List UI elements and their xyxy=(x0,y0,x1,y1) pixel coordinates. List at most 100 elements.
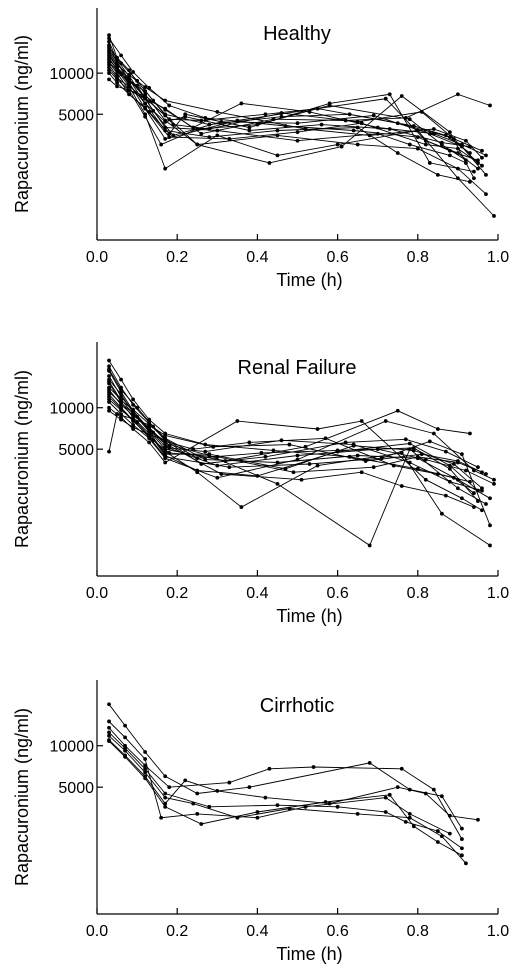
data-point xyxy=(143,101,148,106)
y-tick-label: 10000 xyxy=(50,739,95,756)
data-point xyxy=(227,465,232,470)
data-point xyxy=(107,449,111,454)
series-16 xyxy=(107,60,488,177)
data-point xyxy=(107,77,111,82)
data-point xyxy=(239,505,244,509)
data-point xyxy=(143,770,148,775)
data-point xyxy=(167,103,172,108)
data-point xyxy=(151,438,156,443)
data-point xyxy=(151,98,156,103)
data-point xyxy=(143,85,148,90)
data-point xyxy=(115,71,119,76)
data-point xyxy=(171,133,176,138)
data-point xyxy=(447,153,452,158)
data-point xyxy=(203,116,208,120)
data-point xyxy=(215,110,220,114)
y-axis-label: Rapacuronium (ng/ml) xyxy=(12,708,32,886)
series-line xyxy=(108,396,491,546)
data-point xyxy=(227,137,232,141)
data-point xyxy=(163,795,168,800)
data-point xyxy=(115,77,119,82)
data-point xyxy=(219,119,224,124)
data-point xyxy=(476,465,480,470)
series-2 xyxy=(107,725,464,841)
panel-title: Healthy xyxy=(263,23,331,45)
series-17 xyxy=(107,390,484,493)
data-point xyxy=(279,111,284,115)
data-point xyxy=(399,766,404,771)
data-point xyxy=(107,730,111,735)
data-point xyxy=(267,161,272,165)
data-point xyxy=(275,803,280,808)
data-point xyxy=(327,801,332,806)
data-point xyxy=(399,484,404,488)
data-point xyxy=(484,472,488,476)
data-point xyxy=(135,78,140,83)
data-point xyxy=(423,477,428,482)
data-point xyxy=(460,496,464,501)
data-point xyxy=(235,419,240,423)
data-point xyxy=(123,748,127,753)
data-point xyxy=(303,127,308,131)
series-line xyxy=(108,59,470,148)
series-line xyxy=(108,704,463,829)
data-point xyxy=(443,133,448,138)
series-line xyxy=(108,394,491,526)
data-point xyxy=(447,831,452,836)
x-axis-label: Time (h) xyxy=(276,270,342,290)
series-line xyxy=(108,79,491,135)
series-line xyxy=(108,55,475,179)
data-point xyxy=(279,438,284,443)
data-point xyxy=(107,53,111,58)
data-point xyxy=(431,127,436,131)
series-11 xyxy=(107,77,492,136)
data-point xyxy=(107,390,111,394)
data-point xyxy=(359,419,364,423)
data-point xyxy=(107,65,111,70)
data-point xyxy=(283,466,288,471)
data-point xyxy=(247,128,252,133)
series-15 xyxy=(107,45,480,165)
x-axis-label: Time (h) xyxy=(276,606,342,626)
data-point xyxy=(484,502,488,506)
data-point xyxy=(107,408,111,413)
data-point xyxy=(488,496,492,501)
data-point xyxy=(355,142,360,147)
data-point xyxy=(227,780,232,785)
data-point xyxy=(484,153,488,158)
data-point xyxy=(439,140,444,145)
panel-1: 0.0 0.2 0.4 0.6 0.8 1.0 10000 5000 Renal Failure… xyxy=(12,342,509,626)
data-point xyxy=(480,155,484,160)
data-point xyxy=(315,427,320,431)
series-14 xyxy=(107,379,480,503)
data-point xyxy=(460,144,464,149)
series-line xyxy=(108,727,463,840)
data-point xyxy=(131,70,135,74)
data-point xyxy=(476,158,480,163)
data-point xyxy=(143,757,148,761)
series-line xyxy=(108,740,463,856)
x-tick-label: 0.6 xyxy=(326,585,348,602)
data-point xyxy=(163,801,168,806)
y-axis-label: Rapacuronium (ng/ml) xyxy=(12,35,32,213)
panel-0: 0.0 0.2 0.4 0.6 0.8 1.0 10000 5000 Healthy Time (… xyxy=(12,8,509,290)
series-line xyxy=(108,46,479,164)
data-point xyxy=(488,543,492,548)
data-point xyxy=(107,367,111,372)
data-point xyxy=(163,804,168,809)
data-point xyxy=(151,430,156,435)
x-tick-label: 0.0 xyxy=(86,585,108,602)
data-point xyxy=(151,108,156,113)
data-point xyxy=(259,450,264,455)
data-point xyxy=(195,791,200,796)
data-point xyxy=(107,364,111,369)
series-12 xyxy=(107,49,484,160)
data-point xyxy=(435,172,440,177)
data-point xyxy=(460,452,464,457)
data-point xyxy=(395,785,400,790)
data-point xyxy=(403,116,408,120)
data-point xyxy=(163,137,168,141)
data-point xyxy=(147,440,152,445)
data-point xyxy=(247,125,252,130)
x-tick-label: 0.0 xyxy=(86,923,108,940)
